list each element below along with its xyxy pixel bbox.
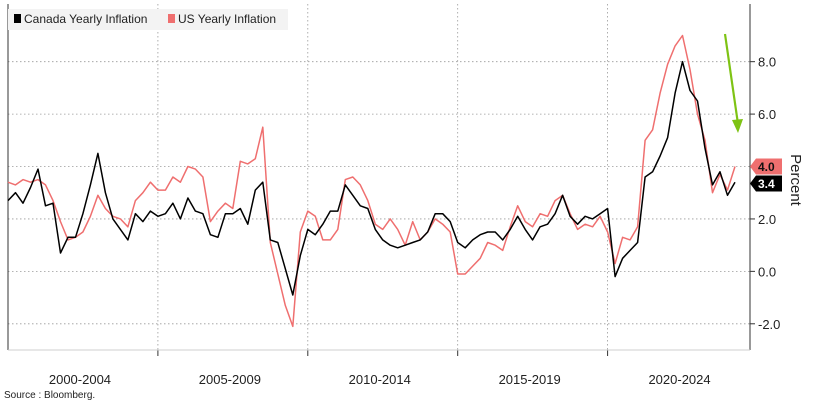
legend-label-canada: Canada Yearly Inflation (24, 12, 147, 26)
y-tick-label: 0.0 (758, 264, 776, 279)
arrow-shaft (723, 33, 740, 125)
x-tick-label: 2000-2004 (49, 372, 111, 387)
overlays: 4.03.4 (723, 33, 782, 192)
badge-value: 4.0 (758, 160, 775, 174)
series-line-canada (7, 60, 736, 296)
x-tick-label: 2015-2019 (499, 372, 561, 387)
grid (8, 4, 750, 350)
badge-shape (750, 158, 782, 175)
legend-background (8, 9, 288, 30)
trend-arrow-annotation (723, 33, 743, 133)
legend-label-us: US Yearly Inflation (178, 12, 276, 26)
legend-swatch-us (168, 14, 175, 23)
x-tick-label: 2020-2024 (648, 372, 710, 387)
last-value-badge-us: 4.0 (750, 158, 782, 175)
x-tick-label: 2010-2014 (349, 372, 411, 387)
badge-shape (750, 175, 782, 192)
arrow-head (732, 119, 743, 133)
series-line-us (7, 34, 736, 328)
y-tick-label: 8.0 (758, 55, 776, 70)
badge-value: 3.4 (758, 177, 775, 191)
last-value-badge-canada: 3.4 (750, 175, 782, 192)
y-tick-label: -2.0 (758, 317, 780, 332)
legend-swatch-canada (14, 14, 21, 23)
legend: Canada Yearly Inflation US Yearly Inflat… (8, 9, 288, 30)
y-tick-label: 2.0 (758, 212, 776, 227)
x-tick-label: 2005-2009 (199, 372, 261, 387)
source-note: Source : Bloomberg. (4, 390, 95, 401)
series-lines (7, 34, 736, 328)
y-axis-label: Percent (787, 154, 804, 207)
y-tick-label: 6.0 (758, 107, 776, 122)
